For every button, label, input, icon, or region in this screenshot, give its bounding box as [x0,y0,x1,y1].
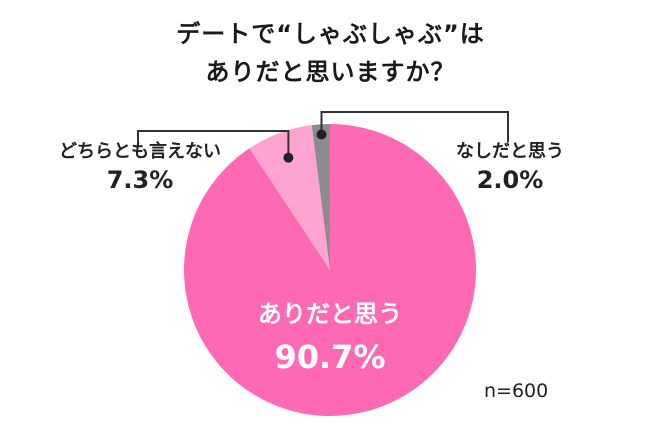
chart-title-line-2: ありだと思いますか？ [205,58,456,86]
slice-value-yes: 90.7% [274,338,386,376]
slice-label-yes: ありだと思う 90.7% [200,298,460,378]
chart-title-line-1: デートで“しゃぶしゃぶ”は [176,20,485,48]
slice-label-no: なしだと思う 2.0% [440,140,580,196]
slice-value-no: 2.0% [476,166,544,194]
slice-value-neutral: 7.3% [106,166,174,194]
leader-dot-neutral [283,152,294,163]
sample-size-note: n=600 [484,380,549,402]
slice-label-neutral: どちらとも言えない 7.3% [30,140,250,196]
pie-slice-yes [183,124,476,416]
leader-line-no [320,111,509,142]
leader-dot-no [316,129,327,140]
slice-category-no: なしだと思う [456,141,564,162]
pie-slice-no [311,124,330,270]
slice-category-neutral: どちらとも言えない [59,141,221,162]
slice-category-yes: ありだと思う [258,300,402,328]
leader-line-neutral [137,130,290,158]
pie-slice-neutral [249,125,330,271]
